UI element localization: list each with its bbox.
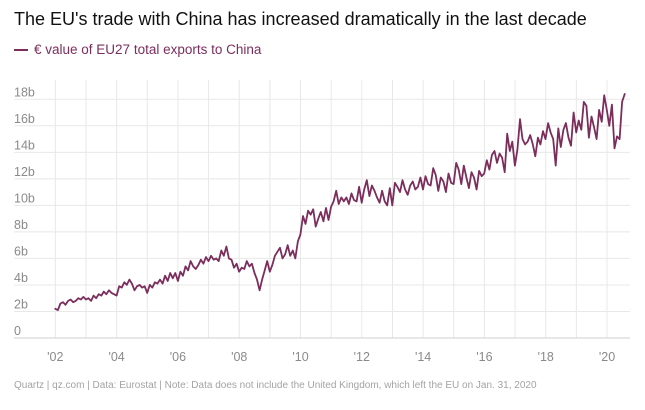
chart-title: The EU's trade with China has increased … [14,9,587,29]
legend: € value of EU27 total exports to China [14,42,261,57]
y-tick-label: 18b [14,85,35,99]
y-tick-label: 16b [14,112,35,126]
footer-source-note: Quartz | qz.com | Data: Eurostat | Note:… [14,380,537,391]
x-tick-label: '08 [231,350,247,364]
y-tick-label: 14b [14,138,35,152]
x-tick-label: '02 [47,350,63,364]
y-tick-label: 12b [14,165,35,179]
y-tick-label: 10b [14,191,35,205]
x-tick-label: '16 [476,350,492,364]
x-tick-label: '20 [599,350,615,364]
x-gridlines [54,80,608,338]
x-tick-label: '14 [415,350,431,364]
y-tick-label: 2b [14,297,28,311]
legend-swatch [14,48,28,51]
y-gridlines [14,98,630,339]
x-tick-label: '06 [170,350,186,364]
series-group [54,93,626,312]
legend-label: € value of EU27 total exports to China [34,42,262,57]
x-tick-label: '12 [354,350,370,364]
x-tick-label: '10 [292,350,308,364]
series-line-eu27-exports [54,93,626,312]
y-tick-label: 0 [14,324,21,338]
y-tick-labels: 0 2b 4b 6b 8b 10b 12b 14b 16b 18b [14,85,35,338]
x-tick-label: '04 [108,350,124,364]
y-tick-label: 4b [14,271,28,285]
y-tick-label: 6b [14,244,28,258]
y-tick-label: 8b [14,218,28,232]
x-tick-label: '18 [538,350,554,364]
x-tick-labels: '02 '04 '06 '08 '10 '12 '14 '16 '18 '20 [47,350,615,364]
